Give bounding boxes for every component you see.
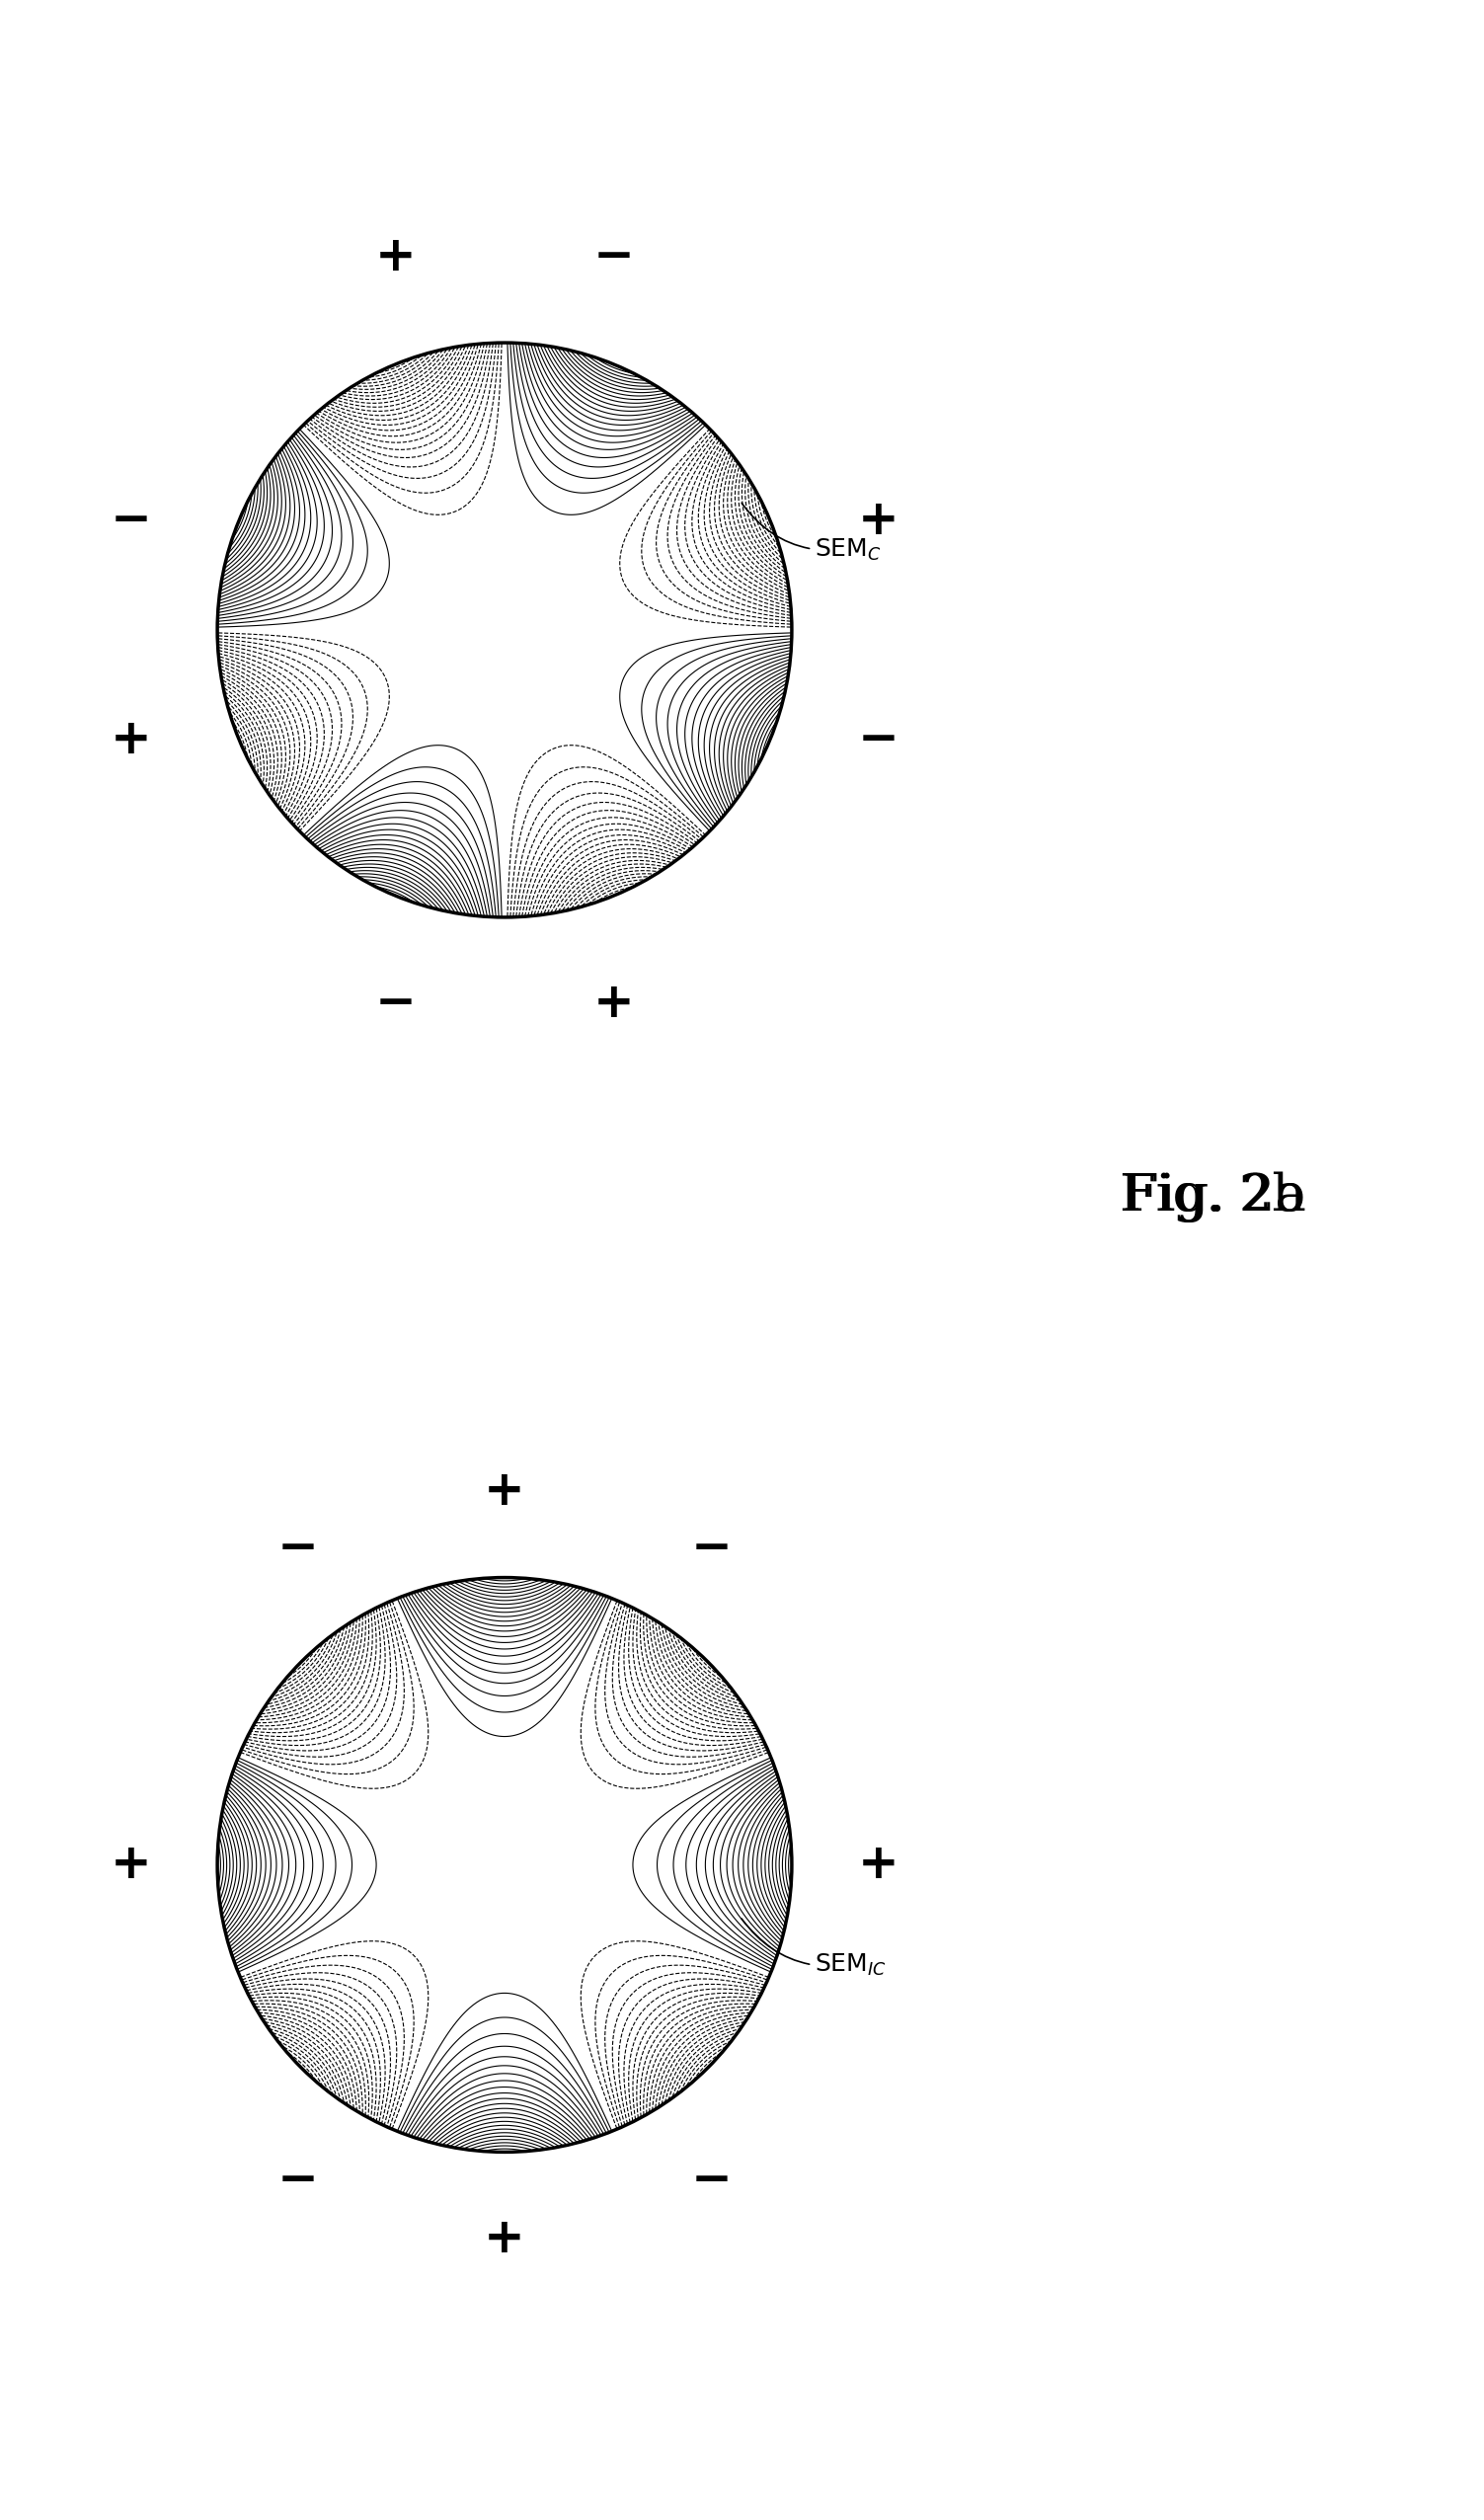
Text: +: +	[110, 716, 151, 764]
Text: Fig. 2b: Fig. 2b	[1120, 1172, 1306, 1222]
Text: −: −	[594, 232, 634, 280]
Text: +: +	[858, 1842, 899, 1887]
Text: −: −	[690, 2157, 732, 2205]
Text: SEM$_C$: SEM$_C$	[742, 504, 881, 562]
Text: −: −	[858, 716, 899, 764]
Text: −: −	[110, 496, 151, 544]
Text: −: −	[278, 1525, 319, 1572]
Text: +: +	[858, 496, 899, 544]
Text: +: +	[594, 980, 634, 1028]
Text: +: +	[110, 1842, 151, 1887]
Text: −: −	[278, 2157, 319, 2205]
Text: −: −	[375, 980, 416, 1028]
Text: −: −	[690, 1525, 732, 1572]
Text: SEM$_{IC}$: SEM$_{IC}$	[742, 1918, 886, 1978]
Text: +: +	[484, 1467, 525, 1515]
Text: +: +	[375, 232, 416, 280]
Text: +: +	[484, 2215, 525, 2263]
Text: Fig. 2a: Fig. 2a	[1122, 1172, 1306, 1222]
